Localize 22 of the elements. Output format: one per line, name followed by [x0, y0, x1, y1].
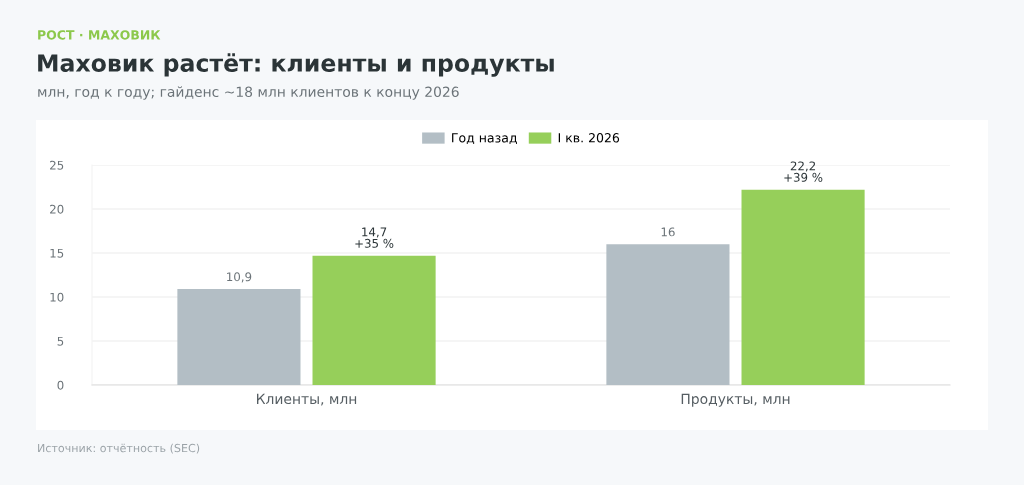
data-label: 16 [661, 227, 675, 237]
y-tick-label: 25 [50, 160, 64, 170]
y-tick-label: 15 [50, 248, 64, 258]
data-label: 10,9 [227, 272, 252, 283]
data-label: 22,2 +39 % [784, 161, 823, 182]
text: РОСТ · МАХОВИК [38, 30, 161, 40]
chart-title: Маховик растёт: клиенты и продукты [38, 53, 554, 77]
chart-subtitle: млн, год к году; гайденс ~18 млн клиентов к концу 2026 [38, 86, 459, 100]
bar [312, 255, 436, 385]
legend-label: Год назад [452, 133, 517, 145]
y-tick-label: 5 [57, 336, 64, 346]
data-label: 14,7 +35 % [355, 227, 394, 248]
bar [177, 289, 301, 385]
bar [606, 244, 730, 385]
y-tick-label: 10 [50, 292, 64, 302]
x-tick-label: Продукты, млн [681, 393, 790, 407]
bar [741, 189, 865, 385]
text: Источник: отчётность (SEC) [38, 443, 200, 454]
legend-label: I кв. 2026 [558, 133, 620, 143]
y-tick-label: 0 [57, 380, 64, 390]
y-tick-label: 20 [50, 204, 64, 214]
x-tick-label: Клиенты, млн [257, 393, 357, 406]
